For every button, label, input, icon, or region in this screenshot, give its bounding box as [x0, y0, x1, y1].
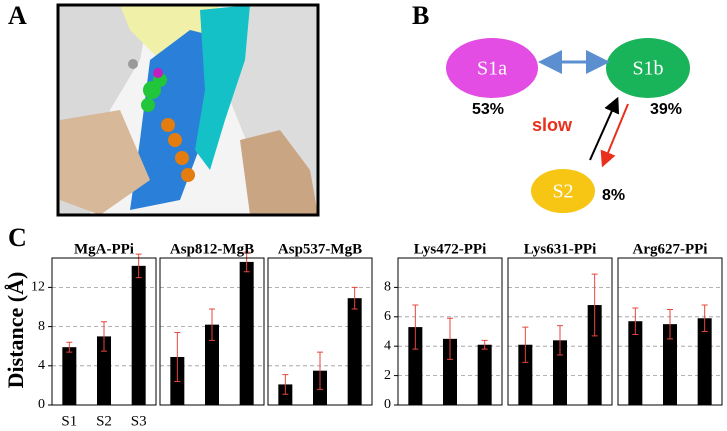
error-bar: [101, 321, 107, 352]
y-tick-label: 0: [38, 397, 45, 412]
chart-title: Arg627-PPi: [633, 241, 708, 257]
node-label: S1b: [632, 58, 663, 80]
error-bar: [481, 339, 488, 350]
bar: [347, 298, 362, 405]
plot-frame: [507, 257, 613, 406]
error-bar: [66, 341, 73, 353]
plot-frame: [397, 257, 503, 406]
arrow-label: slow: [532, 115, 573, 135]
node-share: 39%: [650, 101, 682, 118]
bar: [408, 327, 423, 405]
error-bar: [412, 304, 419, 350]
y-tick-label: 8: [38, 319, 45, 334]
error-bar: [701, 304, 708, 332]
error-bar: [282, 374, 289, 395]
error-bar: [557, 325, 563, 356]
y-tick-label: 0: [384, 397, 391, 412]
bar: [587, 305, 602, 405]
error-bar: [632, 307, 639, 335]
plot-frame: [51, 257, 157, 406]
plot-frame: [267, 257, 373, 406]
plot-frame: [159, 257, 265, 406]
node-share: 53%: [472, 101, 504, 118]
chart-title: MgA-PPi: [74, 241, 134, 257]
y-tick-label: 4: [38, 358, 45, 373]
x-tick-label: S2: [96, 413, 112, 429]
state-node: [446, 38, 538, 98]
panel-label: C: [8, 223, 27, 252]
error-bar: [591, 273, 598, 337]
state-node: [531, 169, 595, 213]
bar: [518, 344, 533, 405]
error-bar: [174, 331, 181, 382]
error-bar: [317, 351, 323, 390]
panel-label: B: [412, 1, 429, 30]
y-tick-label: 6: [384, 309, 391, 324]
node-share: 8%: [602, 187, 625, 204]
error-bar: [667, 308, 673, 340]
y-tick-label: 8: [384, 280, 391, 295]
chart-title: Lys472-PPi: [414, 241, 487, 257]
bar: [97, 336, 111, 405]
y-tick-label: 4: [384, 338, 391, 353]
state-node: [606, 38, 690, 98]
bar: [205, 324, 219, 405]
bar: [663, 324, 677, 405]
bar: [239, 261, 254, 405]
y-tick-label: 12: [31, 280, 45, 295]
bar: [443, 338, 457, 405]
chart-title: Lys631-PPi: [524, 241, 597, 257]
node-label: S2: [552, 181, 573, 203]
y-tick-label: 2: [384, 368, 391, 383]
panel-label: A: [8, 1, 27, 30]
x-tick-label: S3: [131, 413, 147, 429]
plot-frame: [617, 257, 723, 406]
error-bar: [209, 308, 215, 341]
error-bar: [447, 317, 453, 360]
state-diagram: S1a S1b S2 53% 39% 8% slow: [446, 38, 690, 213]
error-bar: [351, 286, 358, 310]
bar: [628, 321, 643, 405]
y-axis-label: Distance (Å): [3, 272, 28, 389]
chart-title: Asp812-MgB: [170, 241, 254, 257]
bar: [477, 344, 492, 405]
bar: [131, 265, 146, 405]
structure-image: [56, 3, 320, 217]
bar: [62, 347, 77, 405]
bar: [697, 318, 712, 405]
error-bar: [522, 326, 529, 363]
bar: [553, 340, 567, 405]
chart-title: Asp537-MgB: [278, 241, 362, 257]
node-label: S1a: [477, 58, 507, 80]
x-tick-label: S1: [61, 413, 77, 429]
error-bar: [243, 251, 250, 273]
